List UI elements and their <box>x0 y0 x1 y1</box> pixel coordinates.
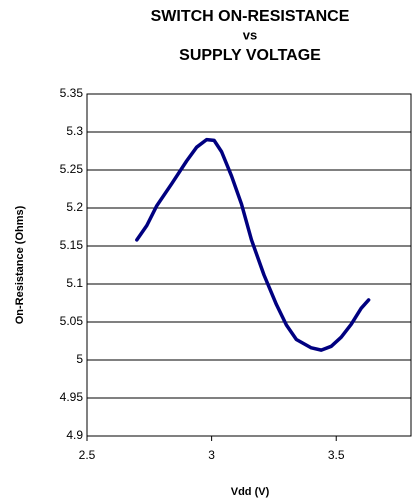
y-tick-label: 5.35 <box>60 86 84 100</box>
chart-title: SWITCH ON-RESISTANCE <box>151 8 350 25</box>
y-tick-label: 4.9 <box>66 428 83 442</box>
plot-frame <box>86 93 412 437</box>
x-tick-label: 2.5 <box>79 448 96 462</box>
y-tick-label: 5.1 <box>66 276 83 290</box>
x-tick-label: 3.5 <box>328 448 345 462</box>
line-series <box>135 137 371 352</box>
y-tick-label: 5.3 <box>66 124 83 138</box>
y-tick-label: 5.15 <box>60 238 84 252</box>
x-tick-label: 3 <box>208 448 215 462</box>
x-axis-title: Vdd (V) <box>231 486 270 498</box>
y-tick-label: 4.95 <box>60 390 84 404</box>
chart-title: SUPPLY VOLTAGE <box>179 47 321 64</box>
y-tick-label: 5.25 <box>60 162 84 176</box>
chart-title: vs <box>243 27 257 42</box>
y-axis-title: On-Resistance (Ohms) <box>14 205 26 324</box>
y-tick-label: 5.05 <box>60 314 84 328</box>
y-tick-label: 5 <box>76 352 83 366</box>
y-tick-label: 5.2 <box>66 200 83 214</box>
